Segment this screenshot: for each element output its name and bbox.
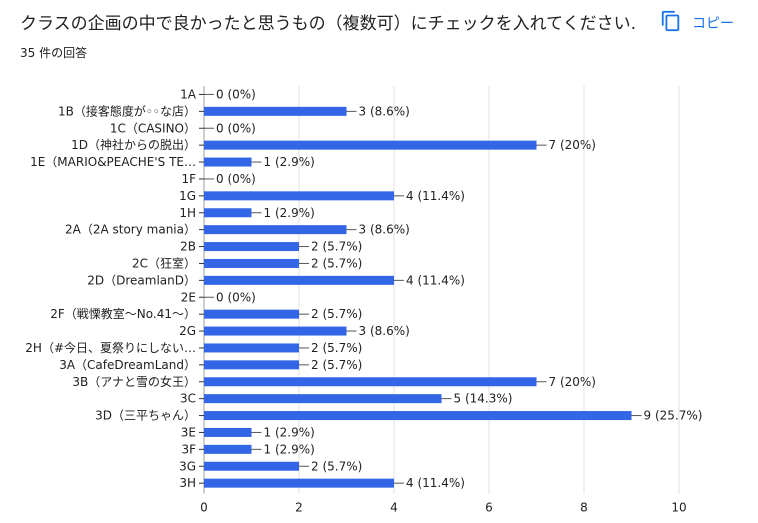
category-label: 2B (180, 240, 196, 254)
category-label: 1H (179, 206, 196, 220)
bar[interactable] (204, 343, 299, 353)
category-label: 3A（CafeDreamLand） (59, 358, 196, 372)
category-label: 2H（#今日、夏祭りにしない… (25, 340, 196, 355)
x-tick-label: 8 (580, 501, 588, 515)
value-label: 3 (8.6%) (359, 104, 410, 118)
bar[interactable] (204, 106, 347, 116)
copy-label: コピー (692, 16, 734, 32)
bar[interactable] (204, 208, 252, 218)
value-label: 0 (0%) (216, 172, 256, 186)
bar[interactable] (204, 461, 299, 471)
x-tick-label: 0 (200, 501, 208, 515)
category-label: 1G (179, 189, 196, 203)
bar[interactable] (204, 140, 537, 150)
value-label: 4 (11.4%) (406, 273, 465, 287)
value-label: 2 (5.7%) (311, 307, 362, 321)
bar[interactable] (204, 326, 347, 336)
bar[interactable] (204, 444, 252, 454)
category-label: 2F（戦慄教室～No.41～） (50, 306, 196, 321)
value-label: 1 (2.9%) (264, 425, 315, 439)
value-label: 0 (0%) (216, 87, 256, 101)
value-label: 7 (20%) (549, 375, 596, 389)
bar[interactable] (204, 478, 394, 488)
value-label: 7 (20%) (549, 138, 596, 152)
bar[interactable] (204, 275, 394, 285)
x-tick-label: 4 (390, 501, 398, 515)
bar[interactable] (204, 242, 299, 252)
category-label: 2G (179, 324, 196, 338)
value-label: 4 (11.4%) (406, 476, 465, 490)
value-label: 3 (8.6%) (359, 324, 410, 338)
value-label: 2 (5.7%) (311, 358, 362, 372)
copy-icon (660, 10, 682, 36)
category-label: 2C（狂室） (132, 255, 196, 270)
category-label: 1C（CASINO） (110, 121, 196, 135)
value-label: 1 (2.9%) (264, 155, 315, 169)
bar[interactable] (204, 258, 299, 268)
category-label: 3C (180, 392, 196, 406)
value-label: 5 (14.3%) (454, 392, 513, 406)
category-label: 1A (180, 87, 197, 101)
x-tick-label: 6 (485, 501, 493, 515)
x-tick-label: 2 (295, 501, 303, 515)
bar[interactable] (204, 309, 299, 319)
category-label: 2D（DreamlanD） (87, 273, 196, 287)
bar[interactable] (204, 225, 347, 235)
bar[interactable] (204, 157, 252, 167)
copy-button[interactable]: コピー (660, 8, 750, 38)
bar[interactable] (204, 377, 537, 387)
value-label: 1 (2.9%) (264, 206, 315, 220)
category-label: 1D（神社からの脱出） (71, 137, 196, 152)
category-label: 3G (179, 459, 196, 473)
category-label: 3D（三平ちゃん） (95, 409, 196, 423)
value-label: 1 (2.9%) (264, 442, 315, 456)
bar[interactable] (204, 427, 252, 437)
category-label: 2E (181, 290, 196, 304)
value-label: 2 (5.7%) (311, 459, 362, 473)
value-label: 3 (8.6%) (359, 223, 410, 237)
value-label: 2 (5.7%) (311, 341, 362, 355)
value-label: 2 (5.7%) (311, 256, 362, 270)
response-count: 35 件の回答 (20, 46, 88, 60)
category-label: 3H (179, 476, 196, 490)
value-label: 4 (11.4%) (406, 189, 465, 203)
bar[interactable] (204, 411, 632, 421)
value-label: 0 (0%) (216, 290, 256, 304)
x-tick-label: 10 (671, 501, 686, 515)
value-label: 9 (25.7%) (644, 409, 703, 423)
category-label: 1F (181, 172, 196, 186)
value-label: 2 (5.7%) (311, 240, 362, 254)
bar[interactable] (204, 360, 299, 370)
bar[interactable] (204, 191, 394, 201)
bar[interactable] (204, 394, 442, 404)
value-label: 0 (0%) (216, 121, 256, 135)
question-title: クラスの企画の中で良かったと思うもの（複数可）にチェックを入れてください. (20, 14, 637, 34)
category-label: 3F (181, 442, 196, 456)
category-label: 1B（接客態度が◦◦な店） (58, 103, 196, 118)
category-label: 1E（MARIO&PEACHE'S TE… (30, 155, 196, 169)
category-label: 3B（アナと雪の女王） (72, 374, 196, 389)
category-label: 2A（2A story mania） (65, 223, 196, 237)
category-label: 3E (181, 425, 196, 439)
